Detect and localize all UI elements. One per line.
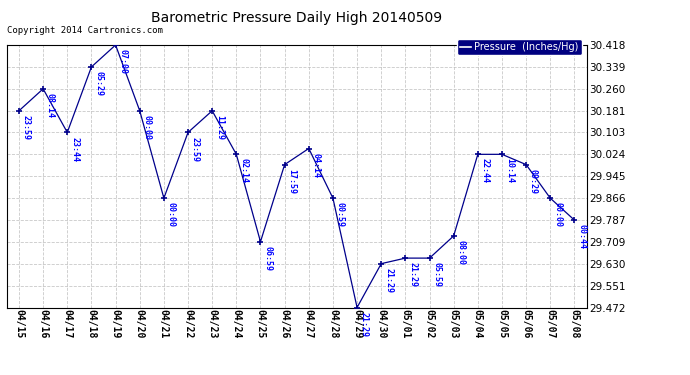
Text: 21:29: 21:29: [408, 262, 417, 287]
Text: Copyright 2014 Cartronics.com: Copyright 2014 Cartronics.com: [7, 26, 163, 34]
Text: 08:00: 08:00: [457, 240, 466, 265]
Text: 08:14: 08:14: [46, 93, 55, 118]
Text: 06:59: 06:59: [264, 246, 273, 271]
Text: 17:59: 17:59: [288, 169, 297, 194]
Text: 11:29: 11:29: [215, 115, 224, 140]
Text: 04:14: 04:14: [312, 153, 321, 178]
Text: 23:59: 23:59: [22, 115, 31, 140]
Text: 09:29: 09:29: [529, 169, 538, 194]
Text: 21:29: 21:29: [360, 312, 369, 337]
Text: 05:59: 05:59: [433, 262, 442, 287]
Text: 02:14: 02:14: [239, 159, 248, 183]
Text: 07:00: 07:00: [119, 49, 128, 74]
Text: 22:44: 22:44: [481, 159, 490, 183]
Text: Barometric Pressure Daily High 20140509: Barometric Pressure Daily High 20140509: [151, 11, 442, 25]
Text: 21:29: 21:29: [384, 268, 393, 293]
Text: 10:14: 10:14: [505, 159, 514, 183]
Text: 00:00: 00:00: [553, 202, 562, 227]
Legend: Pressure  (Inches/Hg): Pressure (Inches/Hg): [457, 39, 582, 55]
Text: 23:44: 23:44: [70, 136, 79, 162]
Text: 00:44: 00:44: [578, 224, 586, 249]
Text: 00:00: 00:00: [167, 202, 176, 227]
Text: 00:59: 00:59: [336, 202, 345, 227]
Text: 23:59: 23:59: [191, 136, 200, 162]
Text: 00:00: 00:00: [143, 115, 152, 140]
Text: 05:29: 05:29: [95, 71, 103, 96]
